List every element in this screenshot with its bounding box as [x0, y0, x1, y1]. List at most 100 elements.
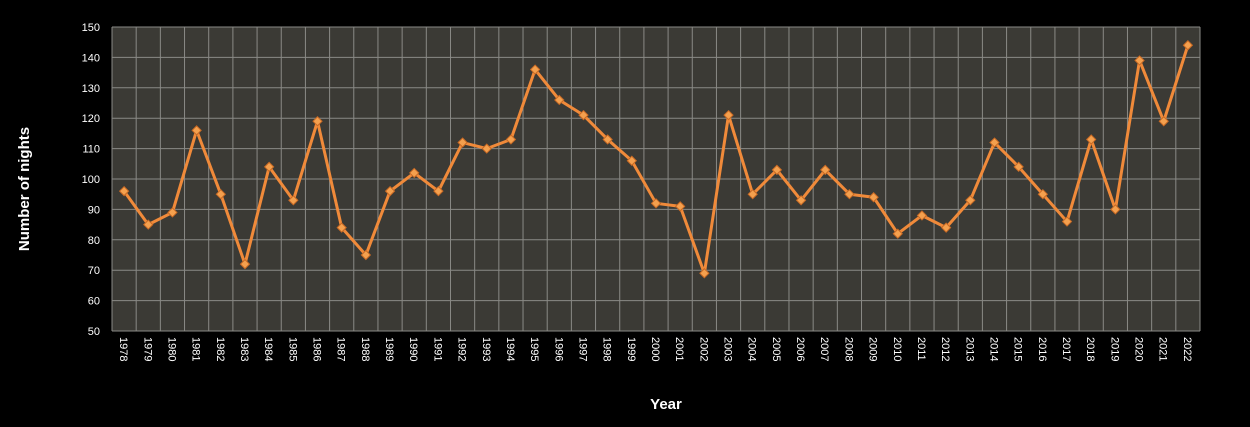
data-point — [844, 188, 855, 200]
data-point — [1182, 40, 1194, 51]
x-tick-label: 1989 — [383, 337, 395, 361]
x-tick-label: 1996 — [552, 337, 564, 361]
data-point — [1134, 55, 1145, 66]
data-point — [771, 164, 783, 176]
data-point — [457, 137, 468, 148]
data-point — [143, 219, 154, 230]
data-point — [360, 249, 372, 261]
x-tick-label: 1980 — [165, 337, 177, 361]
data-point — [336, 222, 347, 233]
data-point — [505, 134, 517, 145]
x-tick-label: 1998 — [601, 337, 613, 361]
data-point — [626, 155, 638, 166]
x-tick-label: 2002 — [697, 337, 709, 361]
x-tick-label: 1992 — [456, 337, 468, 361]
data-point — [288, 195, 299, 206]
x-tick-label: 1987 — [335, 337, 347, 361]
data-point — [263, 161, 275, 173]
x-tick-label: 2017 — [1060, 337, 1072, 361]
y-tick-label: 110 — [82, 144, 100, 156]
x-tick-label: 1982 — [214, 337, 226, 361]
data-point — [868, 192, 879, 203]
data-point — [795, 195, 807, 206]
x-tick-label: 2006 — [794, 337, 806, 361]
data-point — [554, 94, 565, 106]
data-point — [650, 198, 662, 209]
data-point — [215, 188, 227, 200]
y-tick-label: 100 — [82, 174, 100, 186]
x-tick-label: 2013 — [963, 337, 975, 361]
y-tick-label: 50 — [88, 326, 100, 338]
x-tick-label: 2018 — [1084, 337, 1096, 361]
data-point — [1037, 188, 1049, 200]
x-tick-label: 2014 — [987, 337, 999, 361]
data-point — [820, 164, 831, 176]
x-tick-label: 1988 — [359, 337, 371, 361]
data-point — [433, 185, 444, 197]
data-point — [1158, 116, 1169, 127]
data-point — [916, 210, 928, 221]
x-tick-label: 1997 — [576, 337, 588, 361]
data-point — [1061, 216, 1073, 227]
data-point — [602, 134, 613, 145]
y-tick-label: 150 — [82, 22, 100, 34]
x-tick-label: 2008 — [842, 337, 854, 361]
data-point — [578, 109, 589, 121]
x-tick-label: 2011 — [915, 337, 927, 361]
gridlines — [111, 26, 1201, 332]
data-point — [723, 109, 734, 121]
x-tick-label: 2021 — [1157, 337, 1169, 361]
x-tick-label: 1995 — [528, 337, 540, 361]
data-point — [892, 228, 903, 239]
x-tick-label: 1979 — [141, 337, 153, 361]
y-tick-label: 80 — [88, 235, 100, 247]
y-tick-label: 120 — [82, 113, 100, 125]
data-point — [118, 185, 130, 197]
y-axis-ticks: 50 60 70 80 90 100 110 120 130 140 150 — [82, 22, 100, 338]
x-tick-label: 1984 — [262, 337, 274, 361]
x-tick-label: 1994 — [504, 337, 516, 361]
x-tick-label: 1978 — [117, 337, 129, 361]
x-tick-label: 1986 — [311, 337, 323, 361]
x-tick-label: 2004 — [746, 337, 758, 361]
x-tick-label: 2005 — [770, 337, 782, 361]
data-point — [409, 167, 420, 179]
x-axis-title: Year — [650, 396, 682, 413]
y-tick-label: 90 — [88, 204, 100, 216]
x-tick-label: 1990 — [407, 337, 419, 361]
x-tick-label: 2015 — [1012, 337, 1024, 361]
data-point — [312, 116, 323, 127]
x-tick-label: 1983 — [238, 337, 250, 361]
x-tick-label: 1985 — [286, 337, 298, 361]
x-axis-ticks: 1978 1979 1980 1981 1982 1983 1984 1985 1986 1987… — [117, 337, 1193, 361]
x-tick-label: 2010 — [891, 337, 903, 361]
x-tick-label: 2020 — [1133, 337, 1145, 361]
y-axis-title: Number of nights — [16, 127, 33, 251]
series-layer — [118, 40, 1194, 279]
x-tick-label: 2022 — [1181, 337, 1193, 361]
x-tick-label: 1999 — [625, 337, 637, 361]
x-tick-label: 2016 — [1036, 337, 1048, 361]
y-tick-label: 60 — [88, 296, 100, 308]
x-tick-label: 1993 — [480, 337, 492, 361]
y-tick-label: 70 — [88, 265, 100, 277]
data-point — [1110, 204, 1121, 215]
data-point — [1085, 134, 1097, 145]
y-tick-label: 130 — [82, 83, 100, 95]
x-tick-label: 1981 — [190, 337, 202, 361]
data-point — [191, 125, 202, 136]
data-point — [1013, 161, 1024, 173]
data-point — [239, 258, 251, 270]
data-point — [965, 195, 976, 206]
x-tick-label: 2012 — [939, 337, 951, 361]
y-tick-label: 140 — [82, 52, 100, 64]
x-tick-label: 2003 — [722, 337, 734, 361]
data-point — [699, 268, 710, 279]
x-tick-label: 2001 — [673, 337, 685, 361]
data-point — [529, 64, 541, 75]
data-point — [940, 222, 952, 233]
data-point — [747, 188, 758, 200]
data-point — [989, 137, 1000, 148]
x-tick-label: 2007 — [818, 337, 830, 361]
